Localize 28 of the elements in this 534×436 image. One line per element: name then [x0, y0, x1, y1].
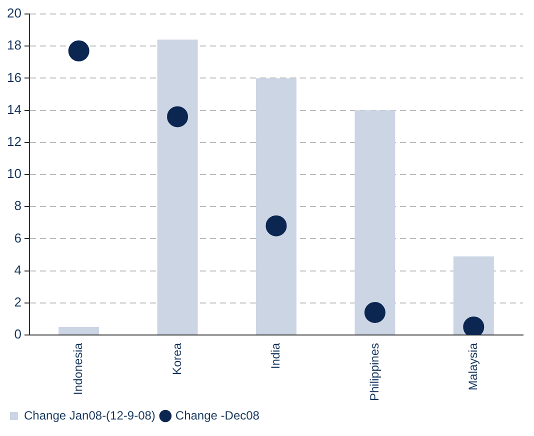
y-tick-label: 4 [14, 262, 22, 278]
y-tick-label: 16 [6, 70, 22, 85]
point [463, 316, 484, 335]
bar [58, 326, 100, 334]
point [364, 302, 386, 323]
legend-label: Change Jan08-(12-9-08) [24, 408, 156, 422]
legend-label: Change -Dec08 [175, 408, 260, 422]
y-tick-label: 12 [6, 134, 22, 149]
y-tick-label: 14 [6, 102, 22, 117]
y-tick-label: 10 [6, 166, 22, 182]
x-tick-label: Korea [170, 342, 184, 375]
y-tick-label: 2 [14, 294, 22, 310]
y-tick-label: 6 [14, 230, 22, 246]
bar [256, 78, 296, 334]
y-tick-label: 0 [14, 326, 22, 342]
bar [354, 110, 396, 334]
x-tick-label: India [268, 342, 283, 369]
y-tick-label: 18 [6, 38, 22, 53]
y-tick-label: 20 [6, 6, 22, 21]
x-tick-label: Philippines [367, 342, 382, 402]
point [68, 40, 90, 62]
x-tick-label: Indonesia [71, 342, 86, 396]
point [266, 215, 287, 236]
bar [453, 256, 494, 334]
x-tick-label: Malaysia [466, 342, 480, 390]
point [167, 106, 188, 128]
y-tick-label: 8 [14, 198, 22, 214]
bar [157, 40, 198, 334]
